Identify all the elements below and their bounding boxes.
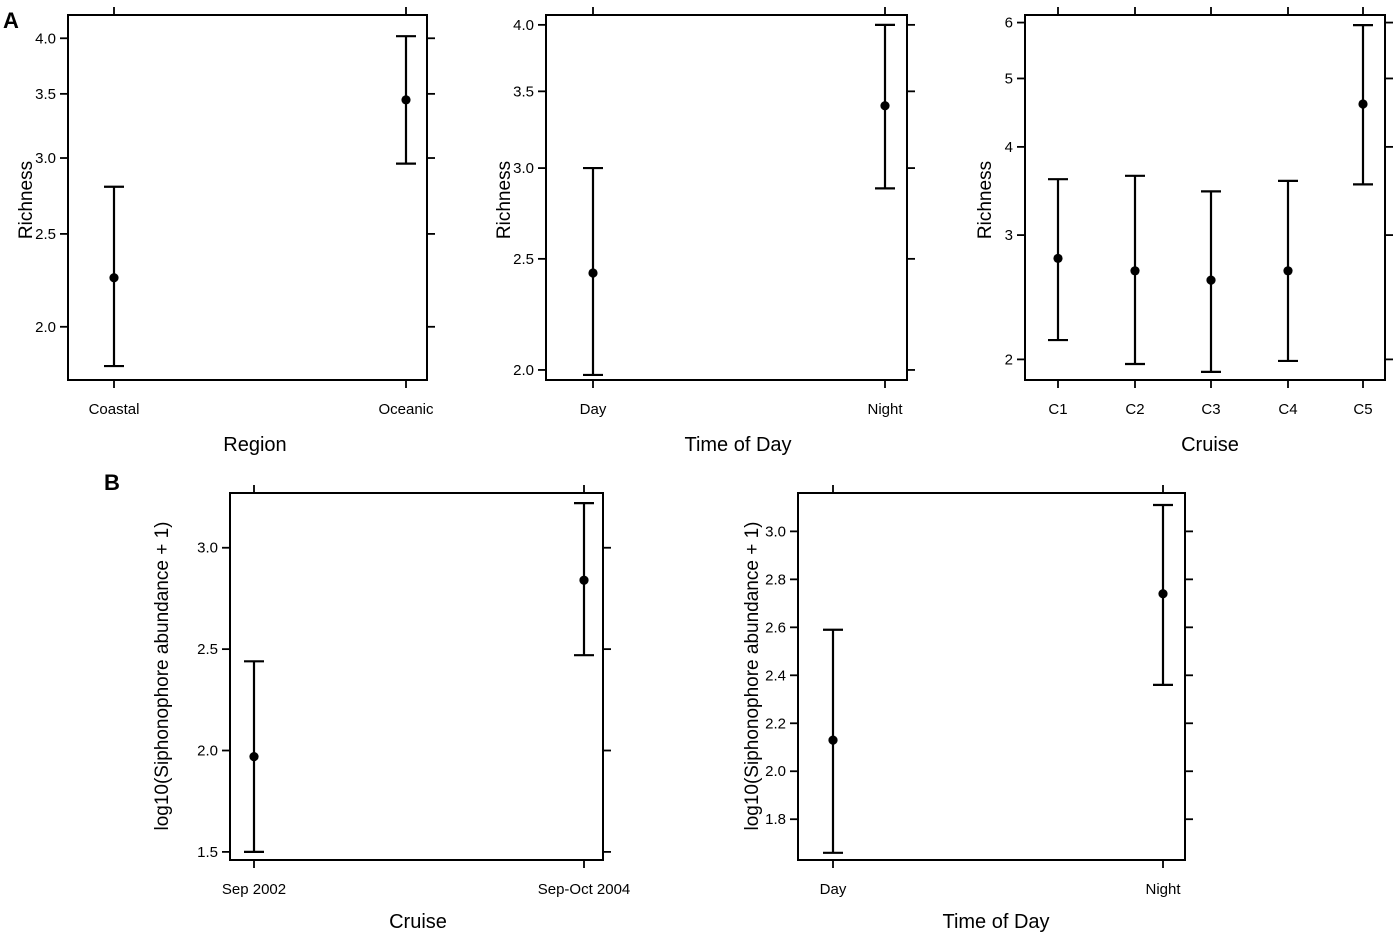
- plot-frame: [545, 14, 908, 381]
- y-axis-label: Richness: [494, 161, 515, 239]
- y-tick-label: 3.5: [35, 86, 56, 103]
- data-point: [588, 268, 598, 278]
- y-tick-label: 3.5: [513, 83, 534, 100]
- y-tick-label: 3.0: [765, 523, 786, 540]
- x-axis-label: Time of Day: [942, 911, 1049, 933]
- data-point: [1283, 266, 1293, 276]
- y-tick-label: 2.5: [197, 641, 218, 658]
- data-point: [1358, 99, 1368, 109]
- y-tick-label: 4.0: [35, 30, 56, 47]
- x-tick-label: Oceanic: [378, 401, 434, 418]
- data-point: [579, 575, 589, 585]
- x-tick-label: Sep 2002: [222, 881, 286, 898]
- plot-frame: [67, 14, 428, 381]
- y-tick-label: 1.8: [765, 811, 786, 828]
- y-axis-label: log10(Siphonophore abundance + 1): [742, 521, 763, 830]
- x-tick-label: Night: [867, 401, 903, 418]
- chart-1: 2.0 2.5 3.0 3.5 4.0 Coastal Oceanic Region Richn…: [16, 7, 435, 456]
- y-tick-label: 1.5: [197, 844, 218, 861]
- chart-5: 1.8 2.0 2.2 2.4 2.6 2.8 3.0 Day Night Time of Day…: [742, 485, 1193, 933]
- y-axis-label: Richness: [975, 161, 996, 239]
- data-point: [401, 95, 411, 105]
- x-tick-label: C2: [1125, 401, 1144, 418]
- y-tick-label: 3.0: [35, 150, 56, 167]
- data-point: [249, 751, 259, 762]
- x-tick-label: Day: [580, 401, 607, 418]
- charts-container: 2.0 2.5 3.0 3.5 4.0 Coastal Oceanic Region Richn…: [16, 7, 1393, 933]
- x-tick-label: Night: [1145, 881, 1181, 898]
- panel-label-a: A: [3, 8, 19, 33]
- y-tick-label: 3.0: [197, 540, 218, 557]
- y-tick-label: 2.5: [513, 251, 534, 268]
- y-axis-label: Richness: [16, 161, 37, 239]
- y-tick-label: 2.0: [197, 743, 218, 760]
- y-tick-label: 6: [1005, 15, 1013, 32]
- x-tick-label: C5: [1353, 401, 1372, 418]
- y-axis-label: log10(Siphonophore abundance + 1): [152, 521, 173, 830]
- chart-3: 2 3 4 5 6 C1 C2 C3 C4 C5 Cruise Richness: [975, 7, 1393, 456]
- chart-4: 1.5 2.0 2.5 3.0 Sep 2002 Sep-Oct 2004 Cruise lo…: [152, 485, 630, 933]
- y-tick-label: 2: [1005, 351, 1013, 368]
- data-point: [880, 101, 890, 111]
- plot-frame: [797, 492, 1186, 861]
- x-tick-label: Day: [820, 881, 847, 898]
- data-point: [828, 735, 838, 745]
- data-point: [1206, 275, 1216, 285]
- x-tick-label: C1: [1048, 401, 1067, 418]
- y-tick-label: 3.0: [513, 160, 534, 177]
- y-tick-label: 2.2: [765, 715, 786, 732]
- chart-2: 2.0 2.5 3.0 3.5 4.0 Day Night Time of Day Richne…: [494, 7, 915, 456]
- data-point: [1158, 589, 1168, 599]
- y-tick-label: 2.4: [765, 667, 786, 684]
- plot-frame: [229, 492, 604, 861]
- data-point: [109, 273, 119, 283]
- y-tick-label: 3: [1005, 227, 1013, 244]
- x-tick-label: Coastal: [89, 401, 140, 418]
- y-tick-label: 2.6: [765, 619, 786, 636]
- panel-label-b: B: [104, 470, 120, 495]
- x-axis-label: Cruise: [389, 911, 447, 933]
- y-tick-label: 2.0: [765, 763, 786, 780]
- y-tick-label: 4: [1005, 139, 1013, 156]
- x-axis-label: Region: [223, 434, 286, 456]
- y-tick-label: 2.8: [765, 571, 786, 588]
- x-tick-label: C4: [1278, 401, 1297, 418]
- data-point: [1053, 253, 1063, 264]
- y-tick-label: 4.0: [513, 17, 534, 34]
- x-axis-label: Time of Day: [684, 434, 791, 456]
- y-tick-label: 2.5: [35, 226, 56, 243]
- x-tick-label: C3: [1201, 401, 1220, 418]
- x-tick-label: Sep-Oct 2004: [538, 881, 631, 898]
- plot-frame: [1024, 14, 1386, 381]
- x-axis-label: Cruise: [1181, 434, 1239, 456]
- data-point: [1130, 266, 1140, 276]
- y-tick-label: 2.0: [513, 362, 534, 379]
- y-tick-label: 5: [1005, 70, 1013, 87]
- y-tick-label: 2.0: [35, 319, 56, 336]
